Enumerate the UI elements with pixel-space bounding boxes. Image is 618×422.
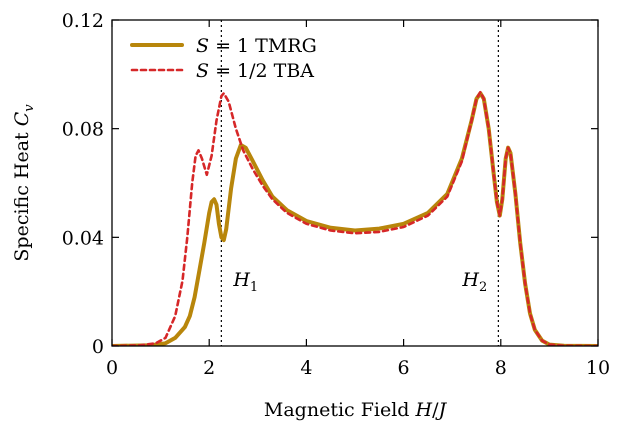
x-tick-label: 6 bbox=[398, 357, 410, 379]
x-tick-label: 10 bbox=[586, 357, 610, 379]
annotation-sub: 1 bbox=[250, 280, 258, 295]
annotation-h2: H2 bbox=[461, 269, 487, 295]
plot-area bbox=[112, 20, 598, 346]
legend-label: S = 1 TMRG bbox=[196, 35, 317, 57]
x-tick-label: 2 bbox=[203, 357, 215, 379]
legend-label: S = 1/2 TBA bbox=[196, 60, 314, 82]
x-axis-label-var: H bbox=[415, 399, 433, 421]
series-line-1 bbox=[112, 91, 598, 346]
y-tick-label: 0.04 bbox=[62, 227, 104, 249]
x-axis-label: Magnetic Field H/J bbox=[264, 399, 448, 421]
annotation-var: H bbox=[461, 269, 479, 291]
x-tick-label: 8 bbox=[495, 357, 507, 379]
annotation-var: H bbox=[232, 269, 250, 291]
x-axis-label-text: Magnetic Field bbox=[264, 399, 416, 421]
legend-var: S bbox=[196, 60, 209, 82]
x-tick-label: 4 bbox=[300, 357, 312, 379]
y-tick-label: 0 bbox=[92, 336, 104, 358]
x-axis-label-slash: / bbox=[432, 399, 439, 421]
legend-var: S bbox=[196, 35, 209, 57]
y-axis-label-text: Specific Heat bbox=[11, 126, 33, 261]
plot-frame bbox=[111, 19, 599, 347]
y-axis-label-var: C bbox=[11, 111, 33, 126]
legend-eq: = 1/2 TBA bbox=[209, 60, 314, 82]
legend-eq: = 1 TMRG bbox=[209, 35, 317, 57]
y-axis-label-sub: v bbox=[22, 104, 37, 112]
y-tick-label: 0.12 bbox=[62, 10, 104, 32]
y-axis-label: Specific Heat Cv bbox=[11, 104, 37, 262]
annotation-sub: 2 bbox=[479, 280, 487, 295]
x-axis-label-var: J bbox=[434, 399, 447, 421]
x-tick-label: 0 bbox=[106, 357, 118, 379]
y-tick-label: 0.08 bbox=[62, 119, 104, 141]
annotation-h1: H1 bbox=[232, 269, 258, 295]
series-line-2 bbox=[112, 90, 598, 346]
